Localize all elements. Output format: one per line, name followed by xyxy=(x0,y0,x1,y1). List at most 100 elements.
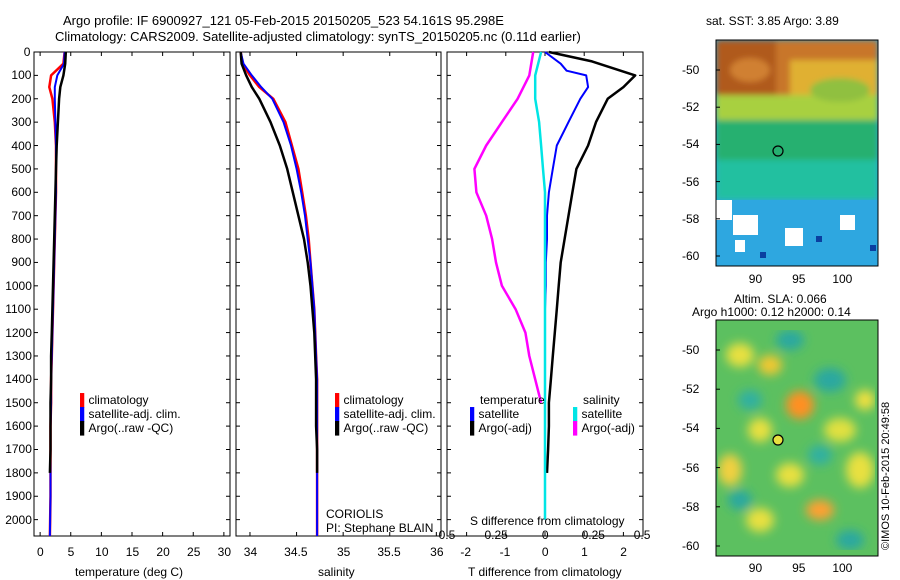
map-x-tick-label: 90 xyxy=(748,272,763,286)
x-tick-label: 0 xyxy=(37,545,44,559)
depth-tick-label: 400 xyxy=(11,138,32,153)
series-line-salinity-satellite xyxy=(533,51,547,520)
map-y-tick-label: -52 xyxy=(682,382,700,397)
map-y-tick-label: -54 xyxy=(682,421,700,436)
depth-tick-label: 300 xyxy=(11,115,32,130)
series-line-temperature-argo-adj- xyxy=(545,50,637,473)
depth-tick-label: 1700 xyxy=(5,442,32,457)
top-tick-label: 0.5 xyxy=(633,528,651,542)
depth-tick-label: 500 xyxy=(11,161,32,176)
x-tick-label: 2 xyxy=(620,545,627,559)
argo-location-marker-sla xyxy=(772,434,784,446)
depth-tick-label: 700 xyxy=(11,208,32,223)
x-tick-label: 35 xyxy=(336,545,351,559)
legend-climatology: climatology xyxy=(88,393,149,407)
legend-t-satellite: satellite xyxy=(478,407,520,421)
depth-tick-label: 900 xyxy=(11,255,32,270)
map-y-tick-label: -52 xyxy=(682,100,700,115)
legend-climatology: climatology xyxy=(343,393,404,407)
depth-tick-label: 1400 xyxy=(5,372,32,387)
difference-x-label: T difference from climatology xyxy=(468,565,622,579)
series-line-satellite-adj-clim- xyxy=(239,51,319,536)
map-y-tick-label: -60 xyxy=(682,249,700,263)
x-tick-label: 20 xyxy=(156,545,170,559)
figure-title-line1: Argo profile: IF 6900927_121 05-Feb-2015… xyxy=(63,13,504,28)
depth-tick-label: 1000 xyxy=(5,278,32,293)
x-tick-label: 5 xyxy=(67,545,75,559)
depth-tick-label: 1900 xyxy=(5,489,32,504)
depth-tick-label: 1500 xyxy=(5,395,32,410)
legend-argo: Argo(..raw -QC) xyxy=(88,421,174,435)
legend-satellite-adj: satellite-adj. clim. xyxy=(88,407,181,421)
depth-tick-label: 1600 xyxy=(5,419,32,434)
map-y-tick-label: -60 xyxy=(682,539,700,553)
series-line-climatology xyxy=(239,51,319,536)
map-y-tick-label: -56 xyxy=(682,174,700,189)
depth-tick-label: 0 xyxy=(23,45,31,59)
x-tick-label: 30 xyxy=(217,545,232,559)
x-tick-label: -1 xyxy=(499,545,511,559)
map-y-tick-label: -56 xyxy=(682,460,700,475)
legend-head-salinity: salinity xyxy=(583,393,620,407)
sst-map-title: sat. SST: 3.85 Argo: 3.89 xyxy=(706,14,839,28)
figure-title-line2: Climatology: CARS2009. Satellite-adjuste… xyxy=(55,29,581,44)
argo-location-marker xyxy=(772,145,784,157)
depth-tick-label: 600 xyxy=(11,185,32,200)
top-tick-label: -0.5 xyxy=(434,528,456,542)
x-tick-label: 1 xyxy=(581,545,588,559)
series-line-temperature-satellite xyxy=(544,51,590,520)
x-tick-label: 34 xyxy=(243,545,258,559)
x-tick-label: 36 xyxy=(430,545,444,559)
sla-map-title-line1: Altim. SLA: 0.066 xyxy=(734,292,827,306)
depth-tick-label: 1300 xyxy=(5,348,32,363)
map-y-tick-label: -58 xyxy=(682,211,700,226)
depth-tick-label: 1100 xyxy=(5,302,31,317)
sst-map xyxy=(715,39,879,267)
salinity-panel xyxy=(235,51,442,537)
legend-t-argo: Argo(-adj) xyxy=(478,421,532,435)
salinity-x-label: salinity xyxy=(318,565,355,579)
map-y-tick-label: -58 xyxy=(682,499,700,514)
pi-note: PI: Stephane BLAIN xyxy=(326,521,434,535)
x-tick-label: 34.5 xyxy=(284,545,308,559)
top-tick-label: 0.25 xyxy=(581,528,605,542)
x-tick-label: 25 xyxy=(187,545,201,559)
series-line-salinity-argo-adj- xyxy=(473,51,543,404)
difference-top-label: S difference from climatology xyxy=(470,514,625,528)
legend-satellite-adj: satellite-adj. clim. xyxy=(343,407,436,421)
map-x-tick-label: 90 xyxy=(748,561,763,575)
legend-argo: Argo(..raw -QC) xyxy=(343,421,429,435)
map-y-tick-label: -50 xyxy=(682,343,700,357)
credit-text: ©IMOS 10-Feb-2015 20:49:58 xyxy=(880,401,892,550)
depth-tick-label: 100 xyxy=(11,68,32,83)
map-x-tick-label: 100 xyxy=(832,561,853,575)
series-line-argo-raw-qc- xyxy=(239,51,319,473)
map-x-tick-label: 95 xyxy=(792,561,806,575)
temperature-panel xyxy=(33,51,231,537)
legend-s-satellite: satellite xyxy=(581,407,623,421)
map-x-tick-label: 95 xyxy=(792,272,806,286)
top-tick-label: -0.25 xyxy=(480,528,508,542)
legend-s-argo: Argo(-adj) xyxy=(581,421,635,435)
x-tick-label: -2 xyxy=(460,545,472,559)
x-tick-label: 0 xyxy=(541,545,549,559)
sla-map-title-line2: Argo h1000: 0.12 h2000: 0.14 xyxy=(692,305,851,319)
x-tick-label: 10 xyxy=(95,545,109,559)
series-line-argo-raw-qc- xyxy=(48,51,68,473)
legend-head-temperature: temperature xyxy=(480,393,545,407)
depth-tick-label: 200 xyxy=(11,91,32,106)
top-tick-label: 0 xyxy=(541,528,549,542)
depth-tick-label: 1800 xyxy=(5,465,32,480)
map-y-tick-label: -50 xyxy=(682,63,700,77)
map-y-tick-label: -54 xyxy=(682,137,700,152)
sla-map xyxy=(715,319,879,557)
depth-tick-label: 800 xyxy=(11,232,32,247)
map-x-tick-label: 100 xyxy=(832,272,853,286)
x-tick-label: 15 xyxy=(125,545,140,559)
x-tick-label: 35.5 xyxy=(377,545,401,559)
depth-tick-label: 1200 xyxy=(5,325,32,340)
data-centre-note: CORIOLIS xyxy=(326,507,384,521)
temperature-x-label: temperature (deg C) xyxy=(75,565,184,579)
depth-tick-label: 2000 xyxy=(5,512,32,527)
